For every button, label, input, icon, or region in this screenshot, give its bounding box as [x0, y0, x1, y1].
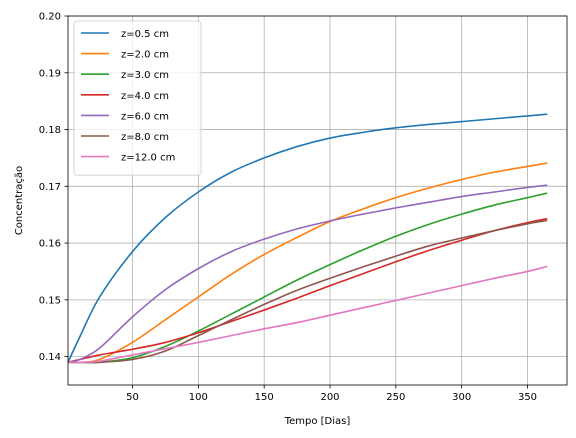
legend-entry: z=8.0 cm: [121, 132, 169, 143]
series-line-z-6-0-cm: [67, 184, 548, 364]
x-tick-label: 350: [518, 392, 537, 403]
x-axis-label: Tempo [Dias]: [284, 416, 351, 427]
legend-entry: z=6.0 cm: [121, 111, 169, 122]
x-tick-label: 50: [126, 392, 139, 403]
series-line-z-3-0-cm: [68, 192, 548, 364]
legend-entry: z=4.0 cm: [121, 91, 169, 102]
legend-entry: z=3.0 cm: [121, 70, 169, 81]
plot-frame: [67, 15, 568, 386]
y-tick-label: 0.18: [39, 125, 61, 136]
x-tick-label: 150: [255, 392, 274, 403]
axis-ticks: 50 100 150 200 250 300 350 0.14 0.15 0.16 0.17 0.18…: [39, 12, 537, 404]
y-tick-label: 0.19: [39, 68, 61, 79]
x-tick-label: 250: [386, 392, 405, 403]
legend-entry: z=12.0 cm: [121, 153, 175, 164]
y-tick-label: 0.17: [39, 182, 61, 193]
x-tick-label: 100: [189, 392, 208, 403]
series-line-z-8-0-cm: [68, 219, 548, 364]
series-line-z-0-5-cm: [67, 113, 548, 363]
x-tick-label: 300: [452, 392, 471, 403]
legend-entry: z=2.0 cm: [121, 50, 169, 61]
series-line-z-2-0-cm: [67, 162, 548, 364]
series-line-z-4-0-cm: [67, 217, 548, 364]
y-tick-label: 0.14: [39, 352, 61, 363]
series-line-z-12-0-cm: [67, 265, 548, 364]
y-axis-label: Concentração: [14, 166, 25, 235]
legend-entry: z=0.5 cm: [121, 29, 169, 40]
legend: z=0.5 cm z=2.0 cm z=3.0 cm z=4.0 cm z=6.0 cm…: [73, 20, 202, 176]
y-tick-label: 0.20: [39, 12, 61, 23]
series-lines: [67, 113, 548, 364]
x-tick-label: 200: [320, 392, 339, 403]
y-tick-label: 0.15: [39, 295, 61, 306]
y-tick-label: 0.16: [39, 239, 61, 250]
